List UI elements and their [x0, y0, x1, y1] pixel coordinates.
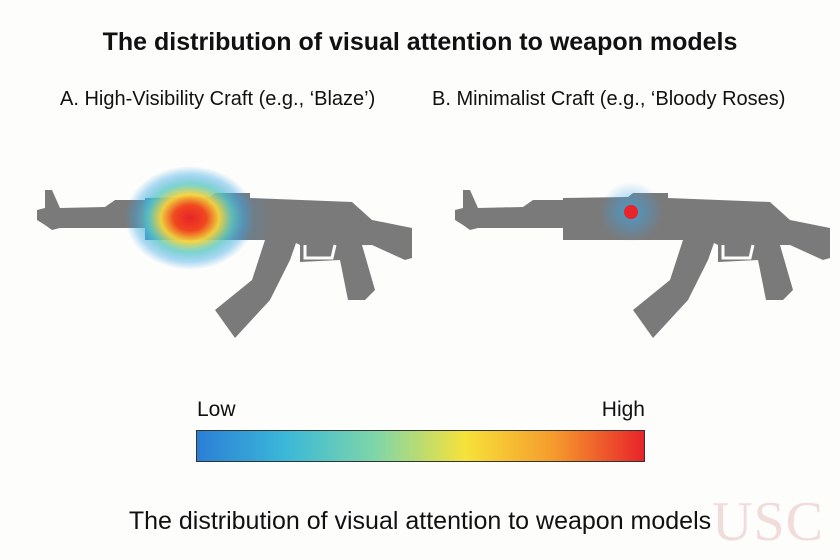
panel-b-label: B. Minimalist Craft (e.g., ‘Bloody Roses… — [432, 88, 786, 110]
heatmap-point-b — [624, 205, 638, 219]
usc-watermark-logo: USC — [712, 491, 824, 553]
figure-caption: The distribution of visual attention to … — [128, 507, 712, 535]
rifle-b — [455, 182, 830, 338]
panel-a-label: A. High-Visibility Craft (e.g., ‘Blaze’) — [60, 88, 376, 110]
legend-high-label: High — [601, 398, 645, 421]
legend-low-label: Low — [197, 398, 236, 421]
color-scale-bar — [196, 430, 645, 462]
figure-title: The distribution of visual attention to … — [102, 28, 738, 56]
rifle-illustrations — [37, 166, 830, 338]
heatmap-hotspot-a — [125, 166, 255, 270]
rifle-a — [37, 166, 412, 338]
